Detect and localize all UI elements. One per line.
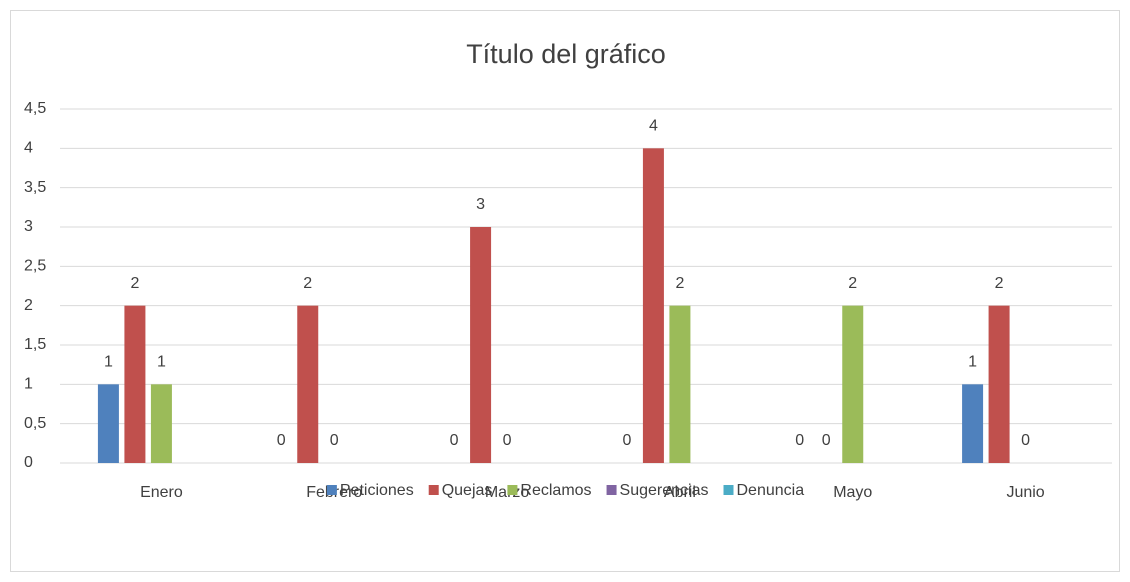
bar bbox=[842, 305, 864, 463]
y-tick-label: 0 bbox=[24, 454, 33, 471]
data-label: 3 bbox=[476, 196, 485, 213]
legend-label: Quejas bbox=[442, 482, 493, 499]
x-tick-label: Junio bbox=[1006, 484, 1044, 501]
legend-label: Sugerencias bbox=[620, 482, 709, 499]
x-tick-label: Abril bbox=[664, 484, 696, 501]
chart-border bbox=[10, 10, 1120, 572]
data-label: 0 bbox=[822, 432, 831, 449]
legend-label: Peticiones bbox=[340, 482, 414, 499]
y-tick-label: 1,5 bbox=[24, 336, 46, 353]
data-label: 2 bbox=[995, 275, 1004, 292]
bar bbox=[124, 305, 146, 463]
y-tick-label: 0,5 bbox=[24, 415, 46, 432]
bar bbox=[962, 384, 984, 463]
x-tick-label: Marzo bbox=[485, 484, 530, 501]
legend-label: Denuncia bbox=[737, 482, 805, 499]
x-tick-label: Enero bbox=[140, 484, 183, 501]
bar bbox=[470, 227, 492, 463]
data-label: 1 bbox=[968, 354, 977, 371]
bar bbox=[669, 305, 691, 463]
data-label: 0 bbox=[450, 432, 459, 449]
legend-swatch bbox=[428, 485, 439, 495]
data-label: 1 bbox=[157, 354, 166, 371]
data-label: 0 bbox=[795, 432, 804, 449]
data-label: 0 bbox=[277, 432, 286, 449]
legend-swatch bbox=[326, 485, 337, 495]
legend-swatch bbox=[723, 485, 734, 495]
data-label: 4 bbox=[649, 118, 658, 135]
data-label: 1 bbox=[104, 354, 113, 371]
data-label: 0 bbox=[1021, 432, 1030, 449]
bar bbox=[97, 384, 119, 463]
y-tick-label: 4 bbox=[24, 140, 33, 157]
y-tick-label: 3,5 bbox=[24, 179, 46, 196]
data-label: 0 bbox=[622, 432, 631, 449]
y-tick-label: 3 bbox=[24, 218, 33, 235]
data-label: 2 bbox=[675, 275, 684, 292]
bar bbox=[297, 305, 319, 463]
bar bbox=[642, 148, 664, 464]
bar bbox=[150, 384, 172, 463]
y-tick-label: 4,5 bbox=[24, 100, 46, 117]
data-label: 2 bbox=[303, 275, 312, 292]
y-tick-label: 2,5 bbox=[24, 258, 46, 275]
data-label: 2 bbox=[848, 275, 857, 292]
data-label: 0 bbox=[503, 432, 512, 449]
y-tick-label: 1 bbox=[24, 376, 33, 393]
data-label: 0 bbox=[330, 432, 339, 449]
y-tick-label: 2 bbox=[24, 297, 33, 314]
data-label: 2 bbox=[130, 275, 139, 292]
legend-swatch bbox=[507, 485, 518, 495]
chart-title: Título del gráfico bbox=[466, 39, 666, 69]
bar bbox=[988, 305, 1010, 463]
legend-label: Reclamos bbox=[520, 482, 591, 499]
legend-swatch bbox=[606, 485, 617, 495]
x-tick-label: Mayo bbox=[833, 484, 872, 501]
